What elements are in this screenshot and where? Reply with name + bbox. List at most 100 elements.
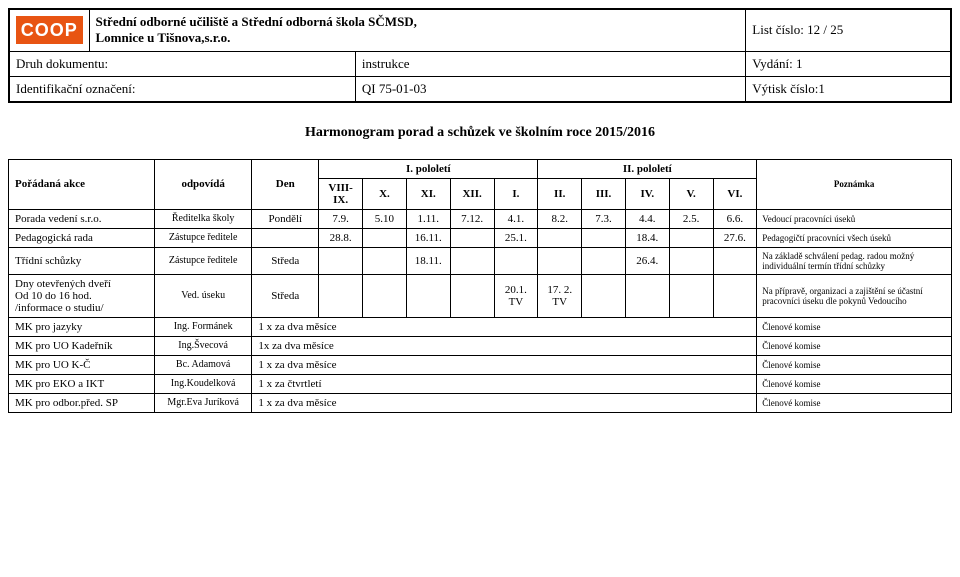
month-head: XI. (406, 178, 450, 209)
month-cell (363, 274, 407, 317)
month-cell (406, 274, 450, 317)
month-cell (669, 274, 713, 317)
month-cell: 4.1. (494, 209, 538, 228)
table-row: Porada vedení s.r.o.Ředitelka školyPondě… (9, 209, 952, 228)
logo: COOP (16, 16, 83, 44)
month-cell (319, 247, 363, 274)
den-cell: Středa (252, 274, 319, 317)
table-row: Třídní schůzkyZástupce řediteleStředa18.… (9, 247, 952, 274)
table-row: MK pro jazykyIng. Formánek1 x za dva měs… (9, 317, 952, 336)
col-pololeti1: I. pololetí (319, 159, 538, 178)
table-row: MK pro EKO a IKTIng.Koudelková1 x za čtv… (9, 374, 952, 393)
schedule-body: Porada vedení s.r.o.Ředitelka školyPondě… (9, 209, 952, 412)
list-number: List číslo: 12 / 25 (746, 9, 951, 51)
month-head: II. (538, 178, 582, 209)
odpovida-cell: Bc. Adamová (154, 355, 251, 374)
month-cell (625, 274, 669, 317)
month-cell (669, 228, 713, 247)
month-cell: 25.1. (494, 228, 538, 247)
month-head: III. (582, 178, 626, 209)
col-odpovida: odpovídá (154, 159, 251, 209)
note-cell: Členové komise (757, 355, 952, 374)
month-cell: 20.1. TV (494, 274, 538, 317)
month-cell: 2.5. (669, 209, 713, 228)
col-pololeti2: II. pololetí (538, 159, 757, 178)
den-span-cell: 1x za dva měsíce (252, 336, 757, 355)
note-cell: Členové komise (757, 374, 952, 393)
org-title-line2: Lomnice u Tišnova,s.r.o. (96, 30, 231, 45)
schedule-table: Pořádaná akce odpovídá Den I. pololetí I… (8, 159, 952, 413)
odpovida-cell: Ved. úseku (154, 274, 251, 317)
month-cell: 7.3. (582, 209, 626, 228)
org-title: Střední odborné učiliště a Střední odbor… (89, 9, 746, 51)
doc-type-label: Druh dokumentu: (9, 51, 355, 76)
month-cell: 6.6. (713, 209, 757, 228)
ident-label: Identifikační označení: (9, 76, 355, 102)
table-row: MK pro UO K-ČBc. Adamová1 x za dva měsíc… (9, 355, 952, 374)
note-cell: Členové komise (757, 393, 952, 412)
month-cell (450, 274, 494, 317)
akce-cell: Porada vedení s.r.o. (9, 209, 155, 228)
logo-cell: COOP (9, 9, 89, 51)
month-cell (582, 228, 626, 247)
note-cell: Pedagogičtí pracovníci všech úseků (757, 228, 952, 247)
odpovida-cell: Mgr.Eva Juríková (154, 393, 251, 412)
document-header: COOP Střední odborné učiliště a Střední … (8, 8, 952, 103)
den-cell (252, 228, 319, 247)
akce-cell: MK pro odbor.před. SP (9, 393, 155, 412)
month-head: X. (363, 178, 407, 209)
month-cell: 8.2. (538, 209, 582, 228)
akce-cell: MK pro EKO a IKT (9, 374, 155, 393)
den-span-cell: 1 x za dva měsíce (252, 355, 757, 374)
odpovida-cell: Zástupce ředitele (154, 247, 251, 274)
month-cell (582, 274, 626, 317)
month-cell: 7.12. (450, 209, 494, 228)
akce-cell: Dny otevřených dveří Od 10 do 16 hod. /i… (9, 274, 155, 317)
note-cell: Členové komise (757, 317, 952, 336)
doc-type-value: instrukce (355, 51, 745, 76)
table-row: MK pro UO KadeřníkIng.Švecová1x za dva m… (9, 336, 952, 355)
odpovida-cell: Ředitelka školy (154, 209, 251, 228)
month-cell (582, 247, 626, 274)
month-cell: 18.11. (406, 247, 450, 274)
month-head: IV. (625, 178, 669, 209)
month-cell (363, 247, 407, 274)
note-cell: Na základě schválení pedag. radou možný … (757, 247, 952, 274)
akce-cell: MK pro jazyky (9, 317, 155, 336)
month-cell (713, 274, 757, 317)
den-span-cell: 1 x za dva měsíce (252, 317, 757, 336)
month-cell (538, 247, 582, 274)
note-cell: Členové komise (757, 336, 952, 355)
month-cell: 28.8. (319, 228, 363, 247)
month-cell (713, 247, 757, 274)
month-cell (538, 228, 582, 247)
table-row: Dny otevřených dveří Od 10 do 16 hod. /i… (9, 274, 952, 317)
den-cell: Středa (252, 247, 319, 274)
document-title: Harmonogram porad a schůzek ve školním r… (8, 125, 952, 141)
month-head: VI. (713, 178, 757, 209)
den-span-cell: 1 x za dva měsíce (252, 393, 757, 412)
month-cell: 16.11. (406, 228, 450, 247)
odpovida-cell: Ing. Formánek (154, 317, 251, 336)
month-cell (363, 228, 407, 247)
month-cell (494, 247, 538, 274)
col-den: Den (252, 159, 319, 209)
table-row: MK pro odbor.před. SPMgr.Eva Juríková1 x… (9, 393, 952, 412)
odpovida-cell: Zástupce ředitele (154, 228, 251, 247)
ident-value: QI 75-01-03 (355, 76, 745, 102)
akce-cell: MK pro UO K-Č (9, 355, 155, 374)
month-cell: 5.10 (363, 209, 407, 228)
month-cell (669, 247, 713, 274)
month-cell (319, 274, 363, 317)
akce-cell: Pedagogická rada (9, 228, 155, 247)
doc-type-label-text: Druh dokumentu: (16, 56, 108, 71)
month-cell: 4.4. (625, 209, 669, 228)
ident-label-text: Identifikační označení: (16, 81, 135, 96)
odpovida-cell: Ing.Švecová (154, 336, 251, 355)
month-head: VIII-IX. (319, 178, 363, 209)
table-row: Pedagogická radaZástupce ředitele 28.8. 16… (9, 228, 952, 247)
odpovida-cell: Ing.Koudelková (154, 374, 251, 393)
akce-cell: MK pro UO Kadeřník (9, 336, 155, 355)
month-cell: 26.4. (625, 247, 669, 274)
month-head: XII. (450, 178, 494, 209)
